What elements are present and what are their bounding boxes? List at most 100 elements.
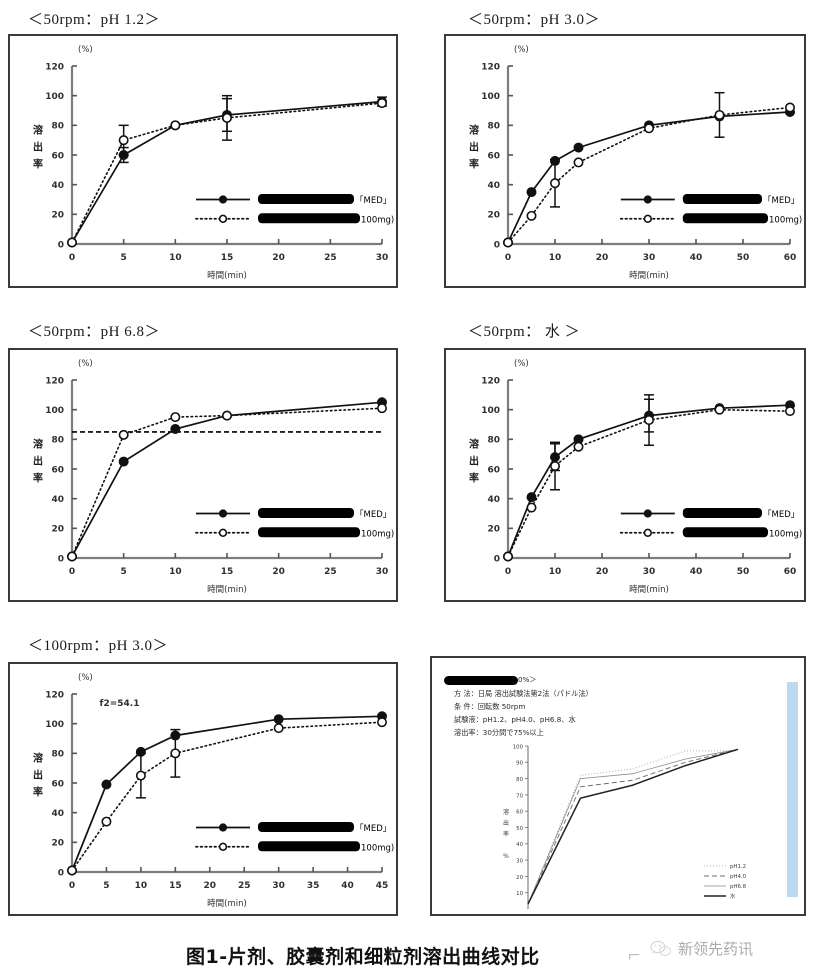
data-point-open bbox=[714, 109, 725, 120]
mini-y-tick-label: 20 bbox=[516, 875, 523, 881]
y-axis-label-char: 溶 bbox=[33, 752, 43, 765]
data-point-open bbox=[573, 441, 584, 452]
x-tick-label: 20 bbox=[596, 253, 609, 263]
chart-ph30: (%) 0 20 40 60 80 100 120 0 10 20 30 40 50 60 時間(min) 溶出… bbox=[469, 45, 802, 281]
watermark-label: 新领先药讯 bbox=[678, 940, 754, 958]
y-tick-label: 40 bbox=[487, 181, 500, 191]
mini-y-axis-label-char: % bbox=[503, 853, 509, 860]
y-tick-label: 100 bbox=[45, 92, 64, 102]
x-tick-label: 0 bbox=[69, 253, 75, 263]
legend-marker-series1 bbox=[643, 195, 652, 204]
mini-y-axis-label-char: 溶 bbox=[503, 808, 509, 816]
chart-rpm100ph30: (%) 0 20 40 60 80 100 120 0 5 10 15 20 25 30 35 40 45 時間(m… bbox=[33, 673, 394, 909]
y-tick-label: 120 bbox=[45, 690, 64, 700]
x-tick-label: 20 bbox=[596, 567, 609, 577]
legend-redacted-bar-series2 bbox=[258, 841, 360, 852]
chart-panel-ph12: (%) 0 20 40 60 80 100 120 0 5 10 15 20 25 30 時間(min) 溶出率… bbox=[8, 34, 398, 288]
data-point-filled bbox=[526, 187, 537, 198]
legend-label-series1-suffix: 「MED」 bbox=[355, 196, 391, 206]
x-tick-label: 50 bbox=[737, 253, 750, 263]
y-axis-label-char: 出 bbox=[469, 141, 479, 154]
mini-y-tick-label: 70 bbox=[516, 793, 523, 799]
spec-heading-suffix: 0%＞ bbox=[518, 675, 537, 684]
y-tick-label: 80 bbox=[51, 122, 64, 132]
x-tick-label: 5 bbox=[121, 567, 127, 577]
mini-y-tick-label: 50 bbox=[516, 826, 523, 832]
data-point-open bbox=[376, 717, 387, 728]
y-tick-label: 80 bbox=[51, 436, 64, 446]
data-point-open bbox=[376, 98, 387, 109]
blue-accent-bar bbox=[787, 682, 798, 897]
chart-panel-water: (%) 0 20 40 60 80 100 120 0 10 20 30 40 50 60 時間(min) 溶出… bbox=[444, 348, 806, 602]
legend-redacted-bar-series1 bbox=[258, 508, 354, 518]
y-tick-label: 20 bbox=[51, 839, 64, 849]
data-point-open bbox=[118, 135, 129, 146]
legend-marker-series1 bbox=[218, 509, 228, 518]
x-tick-label: 15 bbox=[169, 881, 182, 891]
data-point-open bbox=[66, 237, 77, 248]
chart-mini-dissolution: 10 20 30 40 50 60 70 80 90 100 溶出率% pH1.2 pH4.0 pH6.8… bbox=[503, 744, 747, 909]
spec-heading: 0%＞ bbox=[444, 674, 537, 686]
legend-marker-series2 bbox=[643, 528, 653, 537]
legend-marker-series2 bbox=[218, 528, 228, 537]
data-point-filled bbox=[573, 142, 584, 153]
x-tick-label: 10 bbox=[169, 253, 182, 263]
mini-series-line bbox=[527, 750, 738, 905]
legend-label-series2-suffix: 100mg) bbox=[361, 215, 394, 225]
x-tick-label: 40 bbox=[690, 253, 703, 263]
data-point-open bbox=[66, 551, 77, 562]
mini-legend-label: pH6.8 bbox=[730, 884, 747, 890]
panel-title-ph68: ＜50rpm：pH 6.8＞ bbox=[28, 324, 160, 340]
legend-label-series1-suffix: 「MED」 bbox=[763, 510, 799, 520]
mini-y-axis-label-char: 率 bbox=[503, 830, 509, 838]
x-tick-label: 10 bbox=[135, 881, 148, 891]
y-axis-label-char: 率 bbox=[469, 158, 479, 171]
x-tick-label: 10 bbox=[169, 567, 182, 577]
legend-redacted-bar-series2 bbox=[682, 527, 768, 538]
redacted-heading-block bbox=[444, 675, 518, 685]
legend-redacted-bar-series2 bbox=[682, 213, 768, 224]
x-tick-label: 30 bbox=[643, 567, 656, 577]
series-line bbox=[71, 721, 383, 872]
y-tick-label: 60 bbox=[51, 779, 64, 789]
chart-annotation: f2=54.1 bbox=[100, 699, 140, 709]
mini-series-line bbox=[527, 748, 739, 905]
x-axis-label: 時間(min) bbox=[629, 271, 669, 281]
legend-marker-series2 bbox=[218, 214, 228, 223]
data-point-open bbox=[784, 102, 795, 113]
y-axis-label-char: 溶 bbox=[469, 124, 479, 137]
legend-label-series2-suffix: 100mg) bbox=[769, 529, 802, 539]
data-point-open bbox=[118, 429, 129, 440]
x-tick-label: 25 bbox=[324, 253, 337, 263]
data-point-open bbox=[170, 748, 181, 759]
data-point-open bbox=[573, 157, 584, 168]
corner-mark-icon: ⌐ bbox=[628, 942, 641, 967]
mini-y-tick-label: 80 bbox=[516, 777, 523, 783]
x-tick-label: 50 bbox=[737, 567, 750, 577]
x-tick-label: 30 bbox=[376, 567, 389, 577]
legend-redacted-bar-series2 bbox=[258, 527, 360, 538]
legend-redacted-bar-series2 bbox=[258, 213, 360, 224]
y-axis-label-char: 率 bbox=[33, 158, 43, 171]
x-tick-label: 60 bbox=[784, 567, 797, 577]
y-axis-label-char: 出 bbox=[33, 455, 43, 468]
x-tick-label: 40 bbox=[341, 881, 354, 891]
spec-line-rate: 溶出率：30分間で75%以上 bbox=[454, 728, 544, 737]
y-tick-label: 40 bbox=[51, 181, 64, 191]
data-point-open bbox=[526, 502, 537, 513]
y-tick-label: 100 bbox=[45, 720, 64, 730]
y-tick-label: 60 bbox=[51, 465, 64, 475]
x-axis-label: 時間(min) bbox=[207, 899, 247, 909]
y-tick-label: 60 bbox=[487, 151, 500, 161]
y-tick-label: 40 bbox=[487, 495, 500, 505]
panel-title-ph30: ＜50rpm：pH 3.0＞ bbox=[468, 12, 600, 28]
y-tick-label: 0 bbox=[58, 868, 64, 878]
spec-line-media: 試験液：pH1.2、pH4.0、pH6.8、水 bbox=[454, 715, 576, 724]
data-point-filled bbox=[273, 714, 284, 725]
y-axis-label-char: 出 bbox=[33, 769, 43, 782]
x-tick-label: 0 bbox=[69, 567, 75, 577]
x-tick-label: 0 bbox=[505, 567, 511, 577]
x-tick-label: 20 bbox=[272, 253, 285, 263]
y-tick-label: 40 bbox=[51, 495, 64, 505]
y-tick-label: 120 bbox=[45, 376, 64, 386]
